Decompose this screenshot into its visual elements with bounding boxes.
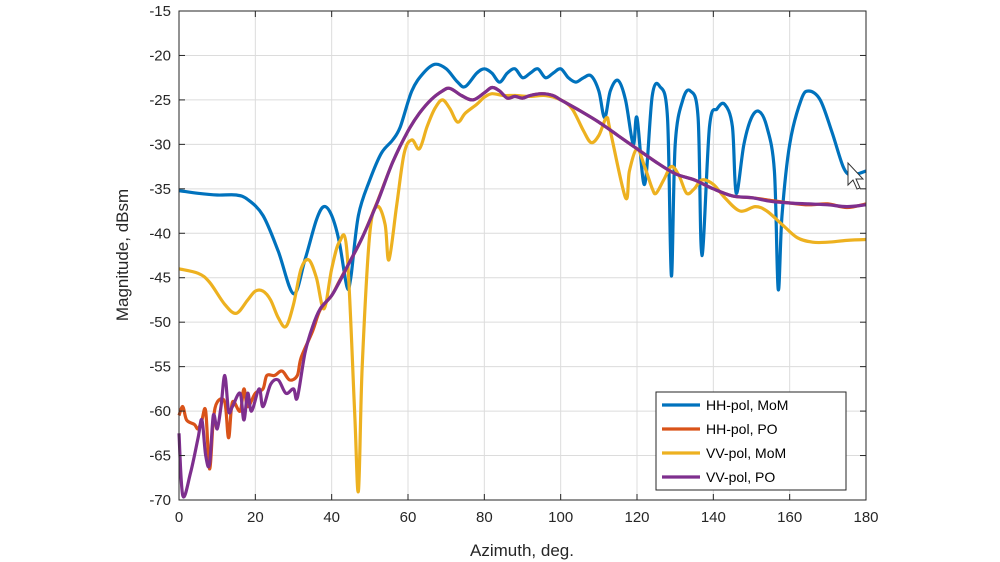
legend-box <box>655 391 847 491</box>
x-tick-label: 180 <box>853 509 878 526</box>
x-tick-label: 160 <box>777 509 802 526</box>
y-tick-label: -45 <box>149 270 171 287</box>
y-tick-label: -25 <box>149 92 171 109</box>
x-tick-label: 60 <box>400 509 417 526</box>
y-tick-label: -40 <box>149 225 171 242</box>
y-tick-label: -60 <box>149 403 171 420</box>
x-tick-label: 0 <box>175 509 183 526</box>
x-axis-label: Azimuth, deg. <box>470 541 574 560</box>
y-tick-label: -65 <box>149 448 171 465</box>
series-line-vv-pol-mom <box>178 92 867 494</box>
x-tick-label: 40 <box>323 509 340 526</box>
mouse-cursor-icon <box>847 161 865 190</box>
axes-box <box>178 10 867 501</box>
x-tick-label: 120 <box>624 509 649 526</box>
x-tick-label: 20 <box>247 509 264 526</box>
y-tick-label: -20 <box>149 47 171 64</box>
y-tick-label: -55 <box>149 359 171 376</box>
ticks: 0 20 40 60 80 100 120 140 160 180 -70 -65 -60 -55 -50 -… <box>149 3 878 526</box>
x-tick-label: 100 <box>548 509 573 526</box>
y-tick-label: -50 <box>149 314 171 331</box>
x-tick-label: 140 <box>701 509 726 526</box>
y-tick-label: -35 <box>149 181 171 198</box>
x-tick-label: 80 <box>476 509 493 526</box>
y-tick-label: -15 <box>149 3 171 20</box>
legend-entry: VV-pol, MoM <box>706 445 786 461</box>
legend: HH-pol, MoM HH-pol, PO VV-pol, MoM VV-pol, … <box>655 391 847 491</box>
y-tick-label: -30 <box>149 136 171 153</box>
legend-entry: HH-pol, MoM <box>706 397 788 413</box>
legend-entry: HH-pol, PO <box>706 421 778 437</box>
series-line-vv-pol-po <box>177 85 867 499</box>
legend-entry: VV-pol, PO <box>706 469 775 485</box>
series-lines <box>177 62 867 499</box>
y-axis-label: Magnitude, dBsm <box>113 189 132 321</box>
y-tick-label: -70 <box>149 492 171 509</box>
